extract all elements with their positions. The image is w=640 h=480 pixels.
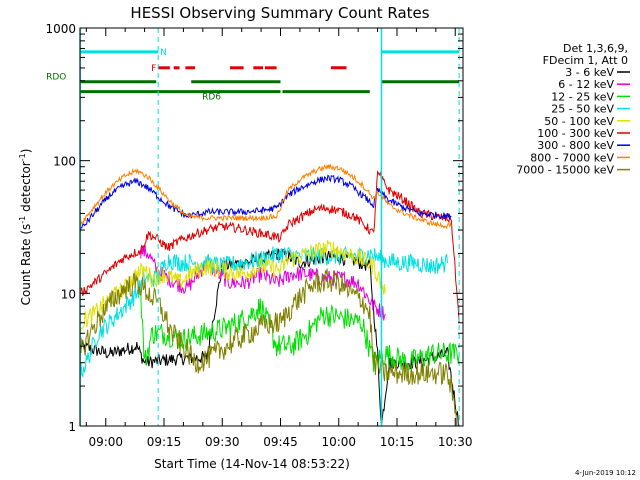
legend-label-2: 12 - 25 keV <box>551 90 614 103</box>
legend-label-3: 25 - 50 keV <box>551 103 614 116</box>
legend-label-7: 800 - 7000 keV <box>530 151 614 164</box>
y-tick-label-3: 1000 <box>45 22 76 36</box>
x-axis-label: Start Time (14-Nov-14 08:53:22) <box>154 457 350 471</box>
series-line-8 <box>79 268 460 427</box>
x-tick-label-6: 10:30 <box>438 435 473 449</box>
y-tick-label-1: 10 <box>61 287 76 301</box>
x-tick-label-2: 09:30 <box>205 435 240 449</box>
series-line-6 <box>79 174 452 233</box>
legend-label-4: 50 - 100 keV <box>544 115 614 128</box>
flag-label-RD6: RD6 <box>202 93 221 103</box>
legend-label-1: 6 - 12 keV <box>558 78 614 91</box>
series-line-5 <box>79 170 460 323</box>
y-tick-label-0: 1 <box>68 420 76 434</box>
legend-label-6: 300 - 800 keV <box>537 139 614 152</box>
x-tick-label-1: 09:15 <box>147 435 182 449</box>
chart-title: HESSI Observing Summary Count Rates <box>130 4 429 22</box>
flag-label-F: F <box>151 64 156 74</box>
y-axis-label: Count Rate (s-1 detector-1) <box>18 149 33 306</box>
series-line-1 <box>140 244 386 321</box>
legend-label-0: 3 - 6 keV <box>565 66 614 79</box>
y-tick-label-2: 100 <box>53 155 76 169</box>
legend-label-5: 100 - 300 keV <box>537 127 614 140</box>
plot-frame <box>79 27 464 427</box>
series-line-3 <box>79 245 448 378</box>
plot-area: NF RDO RD6 09:00 09:15 09:30 09:45 10:00 10:15 1… <box>45 22 472 449</box>
flag-label-N: N <box>160 48 167 58</box>
legend-header-0: Det 1,3,6,9, <box>563 42 628 55</box>
series-line-7 <box>79 163 452 230</box>
legend-header-1: FDecim 1, Att 0 <box>543 54 628 67</box>
footer-date: 4-Jun-2019 10:12 <box>575 469 636 477</box>
legend-label-8: 7000 - 15000 keV <box>516 164 614 177</box>
x-tick-label-3: 09:45 <box>263 435 298 449</box>
x-tick-label-4: 10:00 <box>321 435 356 449</box>
flag-label-RDO: RDO <box>46 73 66 83</box>
x-tick-label-0: 09:00 <box>88 435 123 449</box>
x-tick-label-5: 10:15 <box>380 435 415 449</box>
